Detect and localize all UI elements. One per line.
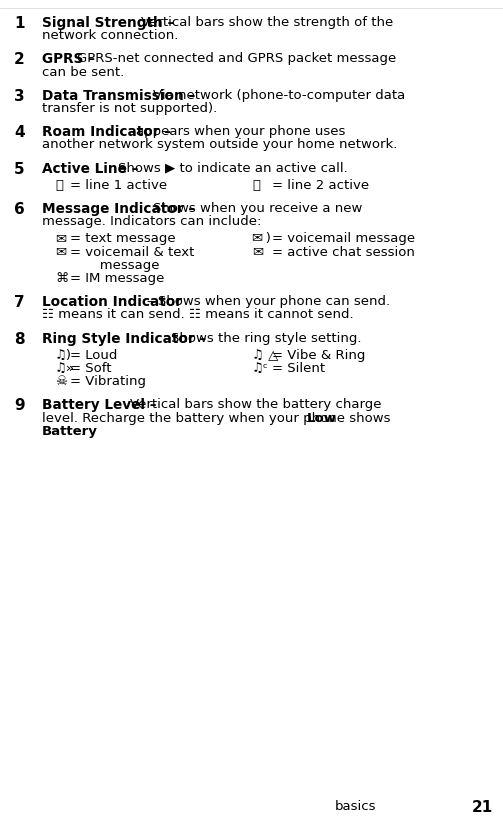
Text: = active chat session: = active chat session	[272, 246, 415, 259]
Text: ♫»: ♫»	[55, 362, 75, 375]
Text: = text message: = text message	[70, 232, 176, 245]
Text: ✉ ): ✉ )	[252, 232, 271, 245]
Text: Via network (phone-to-computer data: Via network (phone-to-computer data	[153, 89, 405, 102]
Text: = voicemail message: = voicemail message	[272, 232, 415, 245]
Text: 5: 5	[14, 162, 25, 176]
Text: = Soft: = Soft	[70, 362, 112, 375]
Text: Shows when you receive a new: Shows when you receive a new	[153, 202, 363, 215]
Text: Signal Strength –: Signal Strength –	[42, 16, 175, 30]
Text: ✉: ✉	[252, 246, 263, 259]
Text: 7: 7	[14, 295, 25, 310]
Text: Location Indicator: Location Indicator	[42, 295, 182, 309]
Text: Vertical bars show the battery charge: Vertical bars show the battery charge	[130, 399, 381, 412]
Text: Active Line –: Active Line –	[42, 162, 138, 176]
Text: = line 2 active: = line 2 active	[272, 179, 369, 192]
Text: Data Transmission –: Data Transmission –	[42, 89, 195, 103]
Text: 6: 6	[14, 202, 25, 217]
Text: Shows ▶ to indicate an active call.: Shows ▶ to indicate an active call.	[118, 162, 348, 175]
Text: ⌘: ⌘	[55, 272, 68, 285]
Text: Shows the ring style setting.: Shows the ring style setting.	[171, 332, 361, 345]
Text: Ring Style Indicator –: Ring Style Indicator –	[42, 332, 206, 346]
Text: message. Indicators can include:: message. Indicators can include:	[42, 215, 262, 228]
Text: level. Recharge the battery when your phone shows: level. Recharge the battery when your ph…	[42, 412, 395, 425]
Text: ♫ᶜ: ♫ᶜ	[252, 362, 269, 375]
Text: GPRS-net connected and GPRS packet message: GPRS-net connected and GPRS packet messa…	[77, 52, 396, 65]
Text: – Shows when your phone can send.: – Shows when your phone can send.	[147, 295, 390, 308]
Text: = line 1 active: = line 1 active	[70, 179, 167, 192]
Text: = voicemail & text: = voicemail & text	[70, 246, 194, 259]
Text: appears when your phone uses: appears when your phone uses	[136, 125, 345, 138]
Text: transfer is not supported).: transfer is not supported).	[42, 102, 217, 115]
Text: GPRS –: GPRS –	[42, 52, 95, 66]
Text: basics: basics	[335, 800, 377, 813]
Text: Low: Low	[307, 412, 337, 425]
Text: 2: 2	[14, 52, 25, 67]
Text: 3: 3	[14, 89, 25, 104]
Text: .: .	[80, 425, 85, 438]
Text: ♫): ♫)	[55, 349, 72, 362]
Text: ☠: ☠	[55, 375, 67, 388]
Text: 1: 1	[14, 16, 25, 31]
Text: ♫ △: ♫ △	[252, 349, 278, 362]
Text: network connection.: network connection.	[42, 29, 179, 42]
Text: = Silent: = Silent	[272, 362, 325, 375]
Text: message: message	[70, 259, 159, 272]
Text: another network system outside your home network.: another network system outside your home…	[42, 138, 397, 151]
Text: = Loud: = Loud	[70, 349, 117, 362]
Text: ✉: ✉	[55, 246, 66, 259]
Text: = IM message: = IM message	[70, 272, 164, 285]
Text: 21: 21	[472, 800, 493, 815]
Text: Battery Level –: Battery Level –	[42, 399, 156, 413]
Text: = Vibrating: = Vibrating	[70, 375, 146, 388]
Text: ☷ means it can send. ☷ means it cannot send.: ☷ means it can send. ☷ means it cannot s…	[42, 308, 354, 321]
Text: Battery: Battery	[42, 425, 98, 438]
Text: Ⓖ: Ⓖ	[252, 179, 260, 192]
Text: 8: 8	[14, 332, 25, 346]
Text: = Vibe & Ring: = Vibe & Ring	[272, 349, 365, 362]
Text: Ⓕ: Ⓕ	[55, 179, 63, 192]
Text: Vertical bars show the strength of the: Vertical bars show the strength of the	[141, 16, 394, 29]
Text: ✉: ✉	[55, 232, 66, 245]
Text: 4: 4	[14, 125, 25, 141]
Text: Message Indicator –: Message Indicator –	[42, 202, 195, 216]
Text: Roam Indicator –: Roam Indicator –	[42, 125, 171, 139]
Text: 9: 9	[14, 399, 25, 413]
Text: can be sent.: can be sent.	[42, 65, 124, 78]
